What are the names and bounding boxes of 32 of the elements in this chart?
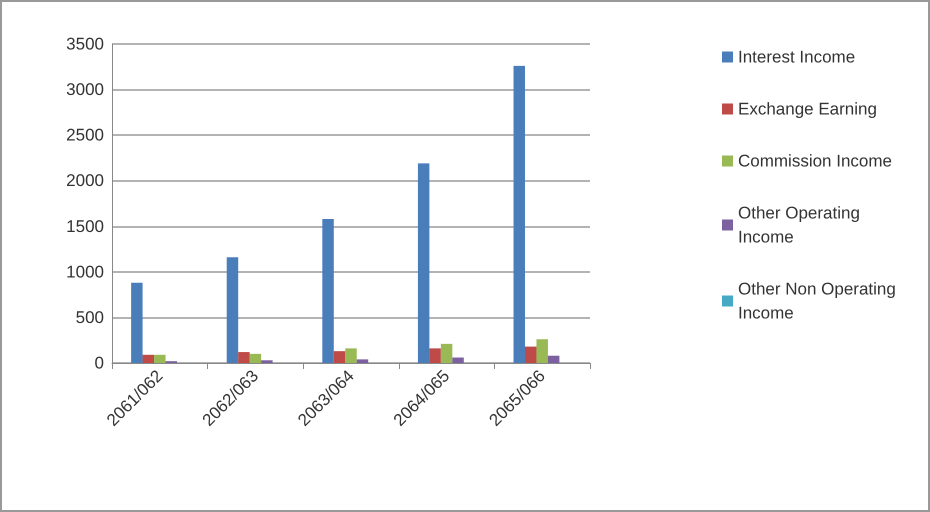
y-tick-label: 500	[76, 308, 104, 327]
bar	[356, 359, 368, 363]
bar	[226, 257, 238, 363]
y-tick-label: 2500	[66, 126, 104, 145]
bar	[250, 354, 262, 363]
bar	[261, 360, 273, 363]
legend-label: Other Non Operating Income	[738, 280, 901, 322]
bar	[440, 344, 452, 363]
y-tick-label: 3000	[66, 80, 104, 100]
bar	[429, 348, 441, 363]
bar	[345, 348, 357, 363]
bar	[536, 339, 548, 363]
legend-label: Other Operating Income	[738, 204, 865, 246]
bar	[322, 218, 334, 363]
legend-label: Commission Income	[738, 152, 892, 170]
bar	[418, 163, 430, 363]
bar	[142, 354, 154, 363]
bar	[131, 282, 143, 363]
legend-label: Interest Income	[738, 48, 856, 66]
y-tick-label: 0	[94, 354, 104, 372]
y-tick-label: 3500	[66, 34, 104, 54]
bar	[548, 356, 560, 363]
bar	[452, 358, 464, 363]
bar	[514, 66, 525, 363]
bar	[524, 346, 536, 363]
y-tick-label: 1000	[66, 262, 104, 282]
bar	[334, 351, 346, 363]
y-tick-label: 1500	[66, 216, 104, 236]
legend-label: Exchange Earning	[738, 100, 877, 118]
bar	[154, 354, 166, 363]
bar	[238, 352, 250, 363]
y-tick-label: 2000	[66, 171, 104, 190]
